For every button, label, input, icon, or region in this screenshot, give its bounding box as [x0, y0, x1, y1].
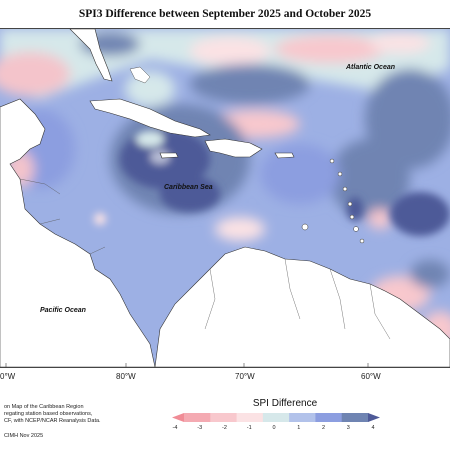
map-title: SPI3 Difference between September 2025 a…	[78, 8, 372, 20]
legend-swatch	[184, 413, 211, 422]
legend-tick-label: 1	[297, 425, 301, 431]
anomaly-field	[0, 29, 450, 349]
legend-tick-label: -4	[172, 425, 178, 431]
bahamas	[129, 66, 151, 84]
legend-swatch	[236, 413, 264, 422]
lon-ticks	[5, 363, 369, 367]
legend-tick-label: -2	[222, 425, 227, 431]
legend-tick-label: 2	[321, 425, 326, 431]
lon-label-3: 70°W	[235, 372, 255, 381]
landmasses	[0, 29, 450, 367]
legend-tick-label: 4	[371, 425, 375, 431]
legend-tick-label: 0	[272, 425, 276, 431]
lon-label-1: 0°W	[0, 372, 16, 381]
label-pacific: Pacific Ocean	[40, 307, 86, 314]
legend-tick-label: 3	[346, 425, 350, 431]
footnote-line1: on Map of the Caribbean Region	[4, 404, 84, 410]
lesser-antilles	[301, 158, 365, 244]
footnote-line3: CF, with NCEP/NCAR Reanalysis Data.	[4, 418, 101, 424]
legend-swatch	[315, 413, 343, 422]
spi-map	[0, 29, 450, 367]
florida	[69, 29, 113, 82]
puerto-rico	[274, 152, 295, 159]
legend-cap-high	[368, 413, 380, 422]
borders	[19, 178, 391, 340]
legend-swatch	[262, 413, 290, 422]
jamaica	[159, 152, 179, 159]
legend-cap-low	[172, 413, 184, 422]
legend-tick-label: -1	[246, 425, 252, 431]
south-america	[154, 246, 450, 367]
cuba	[89, 98, 211, 138]
legend-colorbar	[172, 413, 380, 422]
legend-title: SPI Difference	[252, 398, 318, 409]
label-atlantic: Atlantic Ocean	[346, 64, 396, 71]
legend-tick-label: -3	[197, 425, 203, 431]
central-america	[0, 98, 156, 367]
label-caribbean: Caribbean Sea	[164, 184, 213, 191]
lon-label-2: 80°W	[116, 372, 136, 381]
legend-swatch	[210, 413, 238, 422]
lon-label-4: 60°W	[361, 372, 381, 381]
hispaniola	[204, 138, 263, 158]
map-panel: Atlantic Ocean Caribbean Sea Pacific Oce…	[0, 28, 450, 368]
footnote-credit: CIMH Nov 2025	[4, 433, 44, 439]
footnote-line2: regating station based observations,	[4, 411, 93, 417]
legend-swatch	[289, 413, 316, 422]
legend-swatch	[341, 413, 369, 422]
